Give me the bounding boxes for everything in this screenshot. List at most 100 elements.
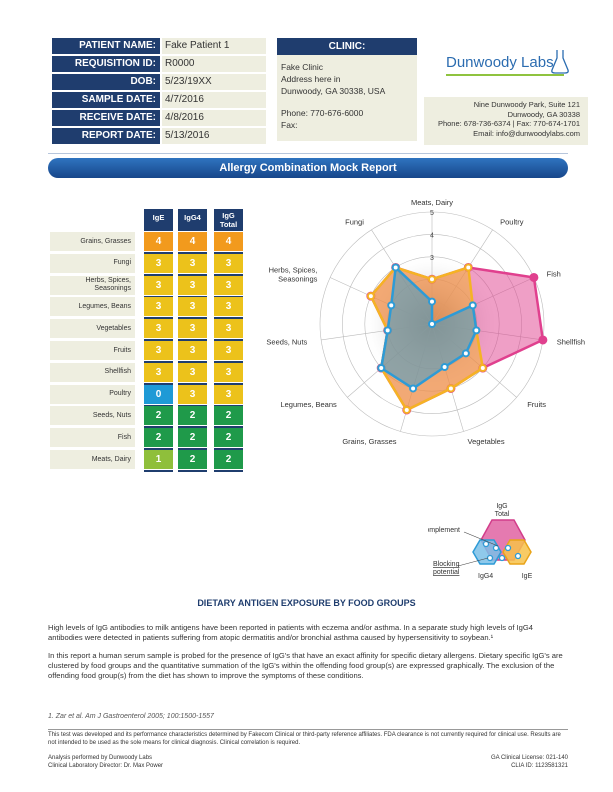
- score-cell: 3: [178, 319, 207, 340]
- radar-data-point: [478, 364, 487, 373]
- clinic-info: Fake Clinic Address here in Dunwoody, GA…: [277, 55, 417, 141]
- legend-marker: [514, 552, 522, 560]
- score-cell: 3: [214, 275, 243, 296]
- radar-category-label: Seeds, Nuts: [266, 337, 307, 346]
- patient-field-label: RECEIVE DATE:: [52, 110, 160, 126]
- score-cell: 3: [178, 253, 207, 274]
- score-cell: 3: [214, 384, 243, 405]
- score-cell: 3: [144, 319, 173, 340]
- radar-tick-label: 5: [430, 210, 434, 217]
- radar-data-point: [446, 384, 455, 393]
- score-cell: 3: [144, 362, 173, 383]
- table-row-label: Seeds, Nuts: [50, 406, 135, 427]
- legend-leader-line: [457, 557, 489, 567]
- radar-series-area: [379, 264, 478, 390]
- score-cell: 2: [214, 406, 243, 427]
- score-cell: 3: [178, 384, 207, 405]
- reference: 1. Zar et al. Am J Gastroenterol 2005; 1…: [48, 713, 214, 720]
- score-cell: 2: [214, 428, 243, 449]
- paragraph-2: In this report a human serum sample is p…: [48, 651, 563, 680]
- table-column-header: IgE: [144, 209, 173, 231]
- radar-data-point: [377, 364, 386, 373]
- score-cell: 3: [178, 275, 207, 296]
- radar-data-point: [409, 384, 418, 393]
- section-title: DIETARY ANTIGEN EXPOSURE BY FOOD GROUPS: [197, 598, 416, 608]
- table-row-label: Meats, Dairy: [50, 450, 135, 470]
- score-cell: 3: [178, 362, 207, 383]
- score-cell: 3: [178, 341, 207, 361]
- radar-category-label: Vegetables: [467, 437, 504, 446]
- radar-category-label: Grains, Grasses: [342, 437, 396, 446]
- radar-data-point: [428, 297, 436, 306]
- table-column-header: IgG Total: [214, 209, 243, 231]
- lab-address-line1: Nine Dunwoody Park, Suite 121: [473, 100, 580, 109]
- score-cell: 2: [178, 450, 207, 470]
- table-row-label: Grains, Grasses: [50, 232, 135, 252]
- radar-data-point: [391, 263, 400, 272]
- legend-label-igg4: IgG4: [478, 573, 493, 580]
- score-cell: 0: [144, 384, 173, 405]
- score-cell: 2: [144, 428, 173, 449]
- patient-field-value: 4/7/2016: [162, 92, 266, 108]
- radar-tick-label: 4: [430, 232, 434, 239]
- legend-leader-line: [463, 531, 499, 547]
- table-row-label: Fungi: [50, 253, 135, 274]
- table-row-label: Fish: [50, 428, 135, 449]
- lab-phone: Phone: 678-736-6374 | Fax: 770-674-1701: [437, 119, 580, 128]
- footer-performed: Analysis performed by Dunwoody Labs: [48, 755, 153, 761]
- legend-label-blocking: Blocking: [433, 561, 460, 568]
- score-cell: 3: [144, 341, 173, 361]
- clinic-address-line1: Address here in: [281, 74, 341, 84]
- table-column-header: IgG4: [178, 209, 207, 231]
- logo-text: Dunwoody Labs: [446, 54, 554, 71]
- patient-field-value: 5/23/19XX: [162, 74, 266, 90]
- patient-field-label: PATIENT NAME:: [52, 38, 160, 54]
- dunwoody-labs-logo: Dunwoody Labs: [446, 48, 569, 80]
- score-cell: 2: [178, 428, 207, 449]
- footer-director: Clinical Laboratory Director: Dr. Max Po…: [48, 763, 164, 769]
- footer-disclaimer: This test was developed and its performa…: [48, 732, 561, 746]
- score-cell: 3: [144, 275, 173, 296]
- legend-marker: [498, 554, 506, 562]
- clinic-phone: Phone: 770-676-6000: [281, 108, 364, 118]
- radar-data-point: [472, 326, 481, 335]
- table-row-label: Shellfish: [50, 362, 135, 383]
- patient-field-value: R0000: [162, 56, 266, 72]
- radar-data-point: [383, 326, 392, 335]
- score-cell: 4: [214, 232, 243, 252]
- radar-data-point: [387, 301, 396, 310]
- legend-label-complement: Complement: [428, 527, 460, 534]
- footer-clia: CLIA ID: 1123581321: [511, 763, 568, 769]
- table-row-label: Vegetables: [50, 319, 135, 340]
- legend-label-potential: potential: [433, 569, 460, 576]
- radar-data-point: [440, 362, 449, 371]
- flask-icon: [551, 50, 569, 74]
- lab-email: Email: info@dunwoodylabs.com: [473, 128, 580, 138]
- score-cell: 4: [178, 232, 207, 252]
- patient-field-label: REPORT DATE:: [52, 128, 160, 144]
- radar-data-point: [464, 263, 473, 272]
- radar-data-point: [468, 301, 477, 310]
- radar-category-label: Shellfish: [557, 337, 585, 346]
- radar-category-label: Fish: [547, 269, 561, 278]
- radar-data-point: [529, 272, 539, 282]
- radar-data-point: [428, 275, 436, 284]
- score-cell: 1: [144, 450, 173, 470]
- radar-category-label: Fungi: [345, 217, 364, 226]
- table-row-label: Herbs, Spices, Seasonings: [50, 275, 135, 296]
- clinic-name: Fake Clinic: [281, 62, 324, 72]
- radar-data-point: [461, 349, 470, 358]
- radar-category-label: Herbs, Spices,: [269, 265, 318, 274]
- radar-category-label: Fruits: [527, 400, 546, 409]
- score-cell: 2: [144, 406, 173, 427]
- footer-license: GA Clinical License: 021-140: [490, 755, 568, 761]
- lab-address: Nine Dunwoody Park, Suite 121 Dunwoody, …: [424, 97, 588, 145]
- score-cell: 3: [214, 319, 243, 340]
- patient-field-label: REQUISITION ID:: [52, 56, 160, 72]
- clinic-address-line2: Dunwoody, GA 30338, USA: [281, 86, 386, 96]
- radar-category-label: Seasonings: [278, 274, 317, 283]
- score-cell: 2: [214, 450, 243, 470]
- score-cell: 4: [144, 232, 173, 252]
- score-cell: 3: [214, 341, 243, 361]
- radar-category-label: Meats, Dairy: [411, 198, 453, 207]
